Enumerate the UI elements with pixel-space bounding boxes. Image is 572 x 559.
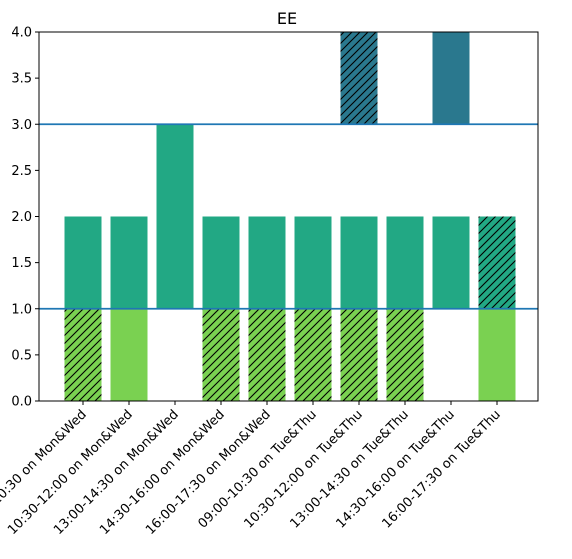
y-tick-label-4: 2.0 — [11, 210, 32, 225]
bar-hatch-level1-0 — [64, 308, 102, 401]
bar-level1-1 — [110, 308, 148, 401]
bar-level3-8 — [432, 32, 470, 125]
bar-level2-1 — [110, 216, 148, 309]
y-tick-label-0: 0.0 — [11, 395, 32, 410]
bar-hatch-level1-6 — [340, 308, 378, 401]
reference-lines — [39, 123, 538, 310]
bar-level2-5 — [294, 216, 332, 309]
y-tick-label-3: 1.5 — [11, 256, 32, 271]
bar-hatch-level3-6 — [340, 32, 378, 125]
bar-level2-3 — [202, 216, 240, 309]
bar-level2-4 — [248, 216, 286, 309]
bar-hatch-level1-3 — [202, 308, 240, 401]
plot-frame — [38, 31, 539, 402]
bar-level2-2 — [156, 124, 194, 309]
bar-level2-0 — [64, 216, 102, 309]
bars-layer — [64, 32, 516, 401]
y-tick-label-1: 0.5 — [11, 348, 32, 363]
bar-level1-9 — [478, 308, 516, 401]
y-tick-label-2: 1.0 — [11, 302, 32, 317]
y-tick-label-7: 3.5 — [11, 72, 32, 87]
bar-level2-6 — [340, 216, 378, 309]
y-tick-label-5: 2.5 — [11, 164, 32, 179]
bar-hatch-level2-9 — [478, 216, 516, 309]
bar-hatch-level1-7 — [386, 308, 424, 401]
y-tick-label-8: 4.0 — [11, 26, 32, 41]
chart-title: EE — [277, 9, 297, 28]
y-tick-label-6: 3.0 — [11, 118, 32, 133]
bar-hatch-level1-4 — [248, 308, 286, 401]
bar-level2-8 — [432, 216, 470, 309]
bar-level2-7 — [386, 216, 424, 309]
bar-hatch-level1-5 — [294, 308, 332, 401]
y-axis: 0.0 0.5 1.0 1.5 2.0 2.5 3.0 3.5 4.0 — [11, 26, 39, 410]
